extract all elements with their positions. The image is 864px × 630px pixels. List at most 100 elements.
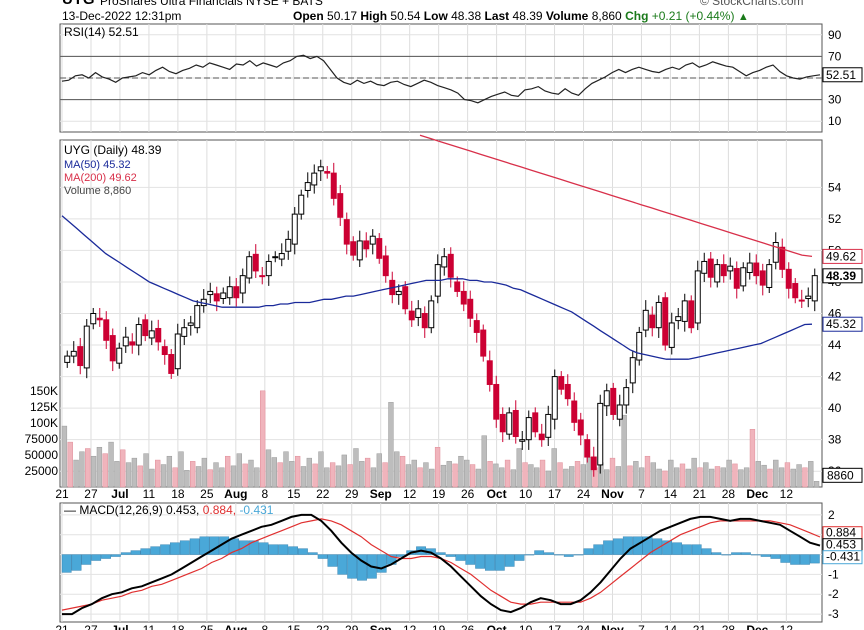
candle-body — [246, 256, 253, 279]
volume-bar — [364, 457, 371, 488]
volume-bar — [353, 448, 359, 488]
macd-hist-bar — [534, 550, 545, 555]
volume-bar — [359, 461, 365, 488]
volume-bar — [499, 467, 505, 488]
candle-body — [213, 293, 220, 302]
volume-bar — [440, 464, 447, 488]
candle-body — [174, 333, 181, 370]
candle-body — [337, 193, 344, 218]
volume-bar — [755, 461, 761, 488]
volume-bar — [195, 466, 202, 488]
volume-bar — [656, 468, 662, 488]
candle-body — [629, 357, 636, 384]
volume-bar — [411, 459, 417, 488]
volume-bar — [813, 481, 820, 488]
macd-hist-bar — [731, 552, 741, 555]
high-value: 50.54 — [390, 9, 421, 23]
volume-bar — [160, 464, 167, 488]
x-tick-label: Sep — [370, 487, 392, 501]
watermark: © StockCharts.com — [700, 0, 804, 8]
x-tick-label-bottom: 17 — [548, 623, 562, 630]
x-tick-label-bottom: Nov — [601, 623, 624, 630]
volume-bar — [114, 461, 120, 488]
volume-bar — [644, 455, 651, 488]
last-price-label: 48.39 — [826, 269, 856, 283]
volume-bar — [604, 469, 610, 488]
volume-label: Volume — [545, 9, 589, 23]
candle-body — [584, 439, 591, 458]
candle-body — [317, 166, 324, 172]
volume-bar — [446, 461, 452, 488]
candle-body — [798, 299, 805, 302]
candle-body — [772, 242, 779, 263]
candle-body — [83, 325, 90, 369]
volume-last-box — [822, 467, 863, 483]
last-price-box — [822, 268, 863, 284]
volume-bar — [137, 465, 143, 488]
macd-hist-bar — [337, 554, 348, 575]
volume-bar — [265, 449, 272, 488]
volume-bar — [609, 457, 616, 488]
candle-body — [545, 413, 552, 438]
x-tick-label: 22 — [316, 487, 330, 501]
candle-body — [343, 219, 350, 245]
candle-body — [662, 297, 669, 346]
x-tick-label-bottom: 28 — [722, 623, 736, 630]
candle-body — [259, 275, 266, 278]
candle-body — [525, 417, 532, 441]
candle-body — [532, 412, 539, 433]
candle-body — [226, 286, 233, 299]
volume-last-label: 8860 — [827, 468, 854, 482]
candle-body — [382, 255, 389, 277]
x-tick-label: 11 — [143, 487, 156, 501]
volume-bar — [242, 463, 248, 488]
volume-bar — [580, 464, 587, 488]
candle-body — [116, 347, 123, 364]
macd-hist-bar — [800, 554, 810, 565]
x-tick-label-bottom: 19 — [432, 623, 446, 630]
candle-body — [155, 327, 162, 343]
volume-bar — [394, 451, 400, 488]
volume-bar — [638, 467, 645, 488]
macd-hist-bar — [278, 544, 289, 555]
candle-body — [298, 194, 305, 215]
macd-line — [62, 513, 821, 616]
x-tick-label-bottom: 18 — [171, 623, 185, 630]
x-tick-label-bottom: 25 — [200, 623, 214, 630]
macd-hist-bar — [721, 554, 732, 556]
macd-last-label: 0.453 — [826, 538, 856, 552]
candle-body — [64, 355, 71, 363]
x-tick-label: 15 — [287, 487, 301, 501]
volume-bar — [714, 466, 721, 488]
x-tick-label: 18 — [171, 487, 185, 501]
macd-hist-bar — [603, 540, 613, 555]
volume-bar — [347, 464, 353, 488]
rsi-y-tick-label: 10 — [828, 114, 842, 128]
x-tick-label: 14 — [664, 487, 678, 501]
macd-hist-bar — [170, 542, 180, 555]
price-y-tick-label: 42 — [828, 370, 842, 384]
macd-hist-bar — [593, 544, 604, 555]
x-tick-label-bottom: 11 — [143, 623, 156, 630]
macd-hist-bar — [494, 554, 505, 571]
x-tick-label-bottom: 15 — [287, 623, 301, 630]
x-tick-label-bottom: 26 — [461, 623, 475, 630]
macd-hist-bar — [573, 554, 584, 556]
volume-bar — [732, 463, 738, 488]
volume-bar — [475, 468, 482, 488]
volume-bar — [662, 470, 668, 488]
volume-bar — [399, 455, 406, 488]
candle-body — [636, 331, 643, 361]
volume-y-tick-label: 25000 — [25, 464, 59, 478]
x-tick-label: Nov — [601, 487, 624, 501]
x-tick-label: Jul — [111, 487, 128, 501]
volume-bar — [534, 467, 540, 488]
candle-body — [720, 264, 727, 277]
volume-bar — [481, 435, 487, 488]
volume-bar — [79, 451, 85, 488]
volume-y-tick-label: 100K — [30, 416, 58, 430]
high-label: High — [360, 9, 388, 23]
volume-value: 8,860 — [591, 9, 622, 23]
x-tick-label: 24 — [577, 487, 591, 501]
macd-hist-bar — [741, 552, 751, 555]
